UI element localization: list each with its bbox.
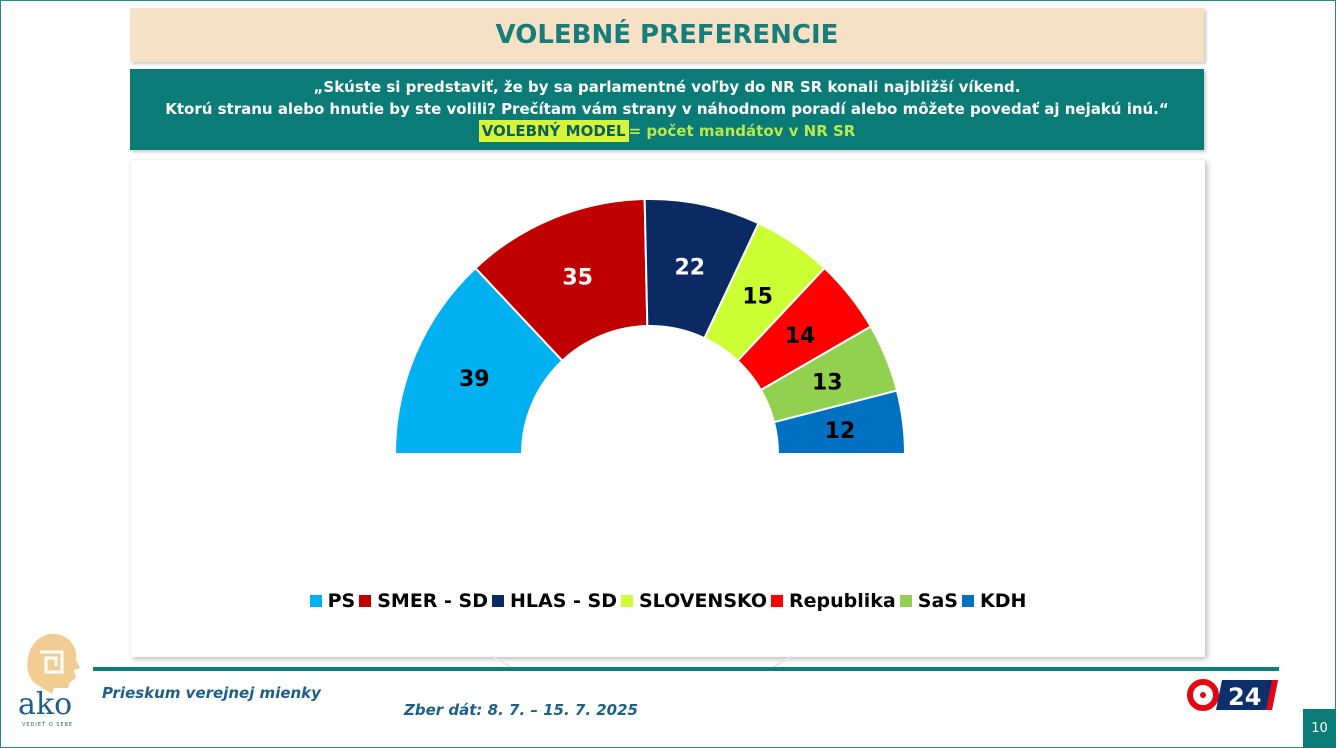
legend-swatch (309, 595, 322, 607)
tv-logo-number: 24 (1228, 683, 1261, 711)
collection-dates: Zber dát: 8. 7. – 15. 7. 2025 (404, 701, 638, 719)
legend-label: SaS (917, 590, 958, 612)
data-label-kdh: 12 (825, 419, 856, 444)
survey-label: Prieskum verejnej mienky (102, 684, 321, 702)
model-label: VOLEBNÝ MODEL (478, 120, 629, 142)
model-line: VOLEBNÝ MODEL = počet mandátov v NR SR (130, 120, 1204, 142)
chart-legend: PS SMER - SD HLAS - SD SLOVENSKO Republika Sa… (131, 590, 1205, 612)
legend-swatch (492, 595, 505, 607)
model-rest: = počet mandátov v NR SR (628, 122, 856, 140)
question-line-2: Ktorú stranu alebo hnutie by ste volili?… (165, 100, 1169, 118)
legend-swatch (359, 595, 372, 607)
legend-item: SLOVENSKO (620, 590, 768, 612)
data-label-hlas-sd: 22 (675, 256, 706, 281)
legend-label: Republika (789, 590, 896, 612)
ako-logo: ako VEDIEŤ O SEBE (18, 633, 80, 728)
legend-item: PS (309, 590, 356, 612)
tv-channel-logo: 24 (1187, 679, 1278, 711)
legend-label: SLOVENSKO (638, 590, 768, 612)
half-donut-chart: 39 35 22 15 14 13 12 (393, 198, 907, 455)
legend-item: HLAS - SD (492, 590, 617, 612)
legend-label: KDH (979, 590, 1027, 612)
legend-item: SaS (899, 590, 958, 612)
ako-logo-text: ako (18, 687, 72, 722)
legend-swatch (771, 595, 784, 607)
legend-item: KDH (961, 590, 1027, 612)
page-title: VOLEBNÉ PREFERENCIE (495, 20, 839, 50)
question-box: „Skúste si predstaviť, že by sa parlamen… (130, 69, 1204, 150)
legend-item: Republika (771, 590, 896, 612)
title-bar: VOLEBNÉ PREFERENCIE (130, 8, 1204, 62)
chart-box: 39 35 22 15 14 13 12 PS SMER - SD HLAS - SD SLOVE… (131, 160, 1205, 657)
data-label-sas: 13 (812, 371, 843, 396)
page-number: 10 (1303, 709, 1336, 748)
legend-label: HLAS - SD (510, 590, 617, 612)
segment-smer-sd (474, 198, 649, 363)
data-label-ps: 39 (459, 367, 490, 392)
legend-swatch (620, 595, 633, 607)
data-label-smer-sd: 35 (562, 266, 593, 291)
question-line-1: „Skúste si predstaviť, že by sa parlamen… (313, 78, 1021, 96)
segment-kdh (772, 389, 907, 455)
legend-item: SMER - SD (359, 590, 488, 612)
legend-swatch (961, 595, 974, 607)
data-label-slovensko: 15 (742, 285, 773, 310)
legend-label: SMER - SD (377, 590, 489, 612)
data-label-republika: 14 (785, 324, 816, 349)
ako-logo-tagline: VEDIEŤ O SEBE (22, 720, 73, 728)
footer-divider (93, 667, 1279, 671)
legend-swatch (899, 595, 912, 607)
legend-label: PS (327, 590, 356, 612)
